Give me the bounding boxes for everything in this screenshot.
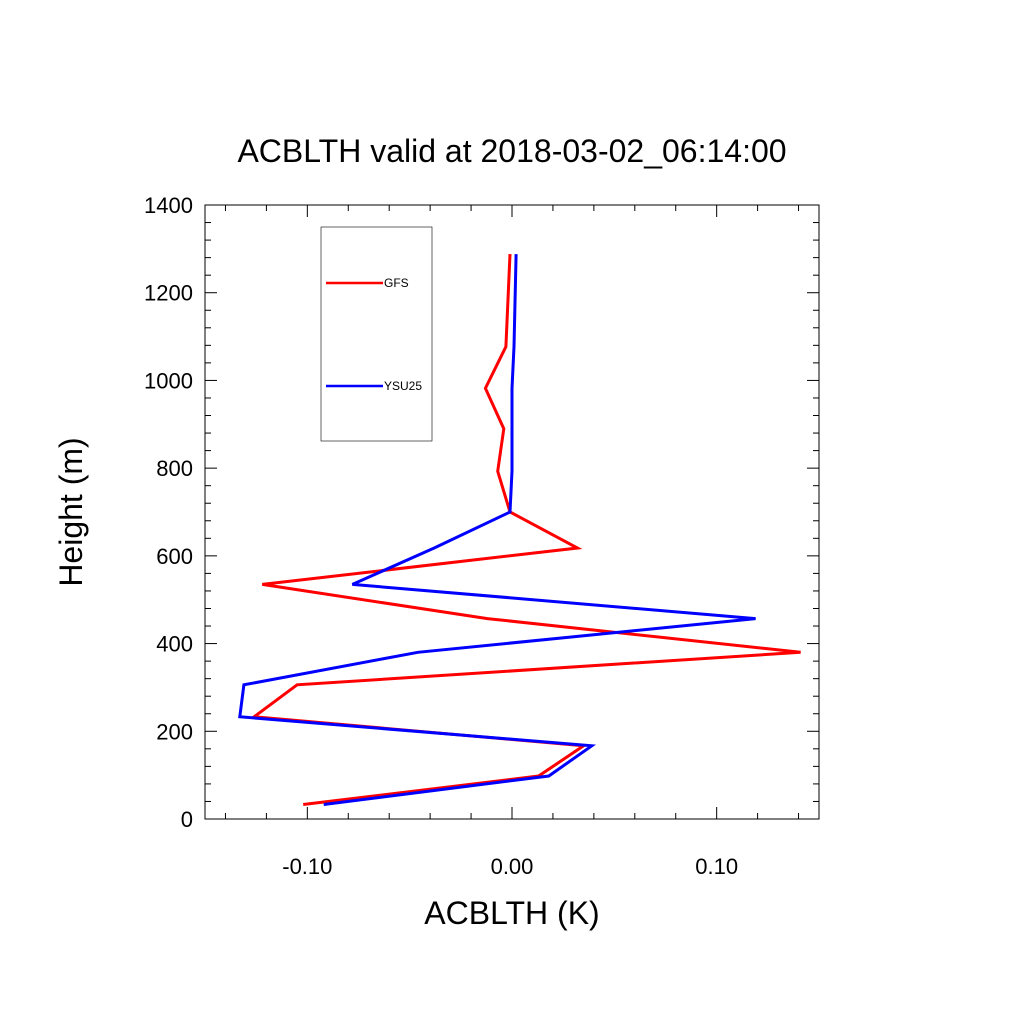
legend-label-ysu25: YSU25 (384, 379, 422, 393)
y-tick-label: 1200 (144, 281, 193, 306)
tick-labels: 0 200 400 600 800 1000 1200 1400 -0.10 0.00 0.10 (144, 193, 738, 879)
y-tick-label: 400 (156, 632, 193, 657)
x-tick-label: 0.00 (491, 854, 534, 879)
chart-title: ACBLTH valid at 2018-03-02_06:14:00 (237, 133, 786, 169)
x-tick-label: -0.10 (282, 854, 332, 879)
x-axis-title: ACBLTH (K) (424, 895, 599, 931)
legend-box (320, 226, 433, 442)
axis-ticks (205, 204, 819, 820)
y-axis-title: Height (m) (53, 437, 89, 586)
series-lines (238, 254, 801, 806)
series-line-ysu25 (238, 254, 756, 806)
plot-frame (204, 204, 820, 820)
y-tick-label: 1000 (144, 368, 193, 393)
y-tick-label: 600 (156, 544, 193, 569)
y-tick-label: 0 (181, 807, 193, 832)
y-tick-label: 800 (156, 456, 193, 481)
legend: GFS YSU25 (320, 226, 433, 442)
y-tick-label: 1400 (144, 193, 193, 218)
x-tick-label: 0.10 (695, 854, 738, 879)
y-tick-label: 200 (156, 719, 193, 744)
legend-label-gfs: GFS (384, 276, 409, 290)
